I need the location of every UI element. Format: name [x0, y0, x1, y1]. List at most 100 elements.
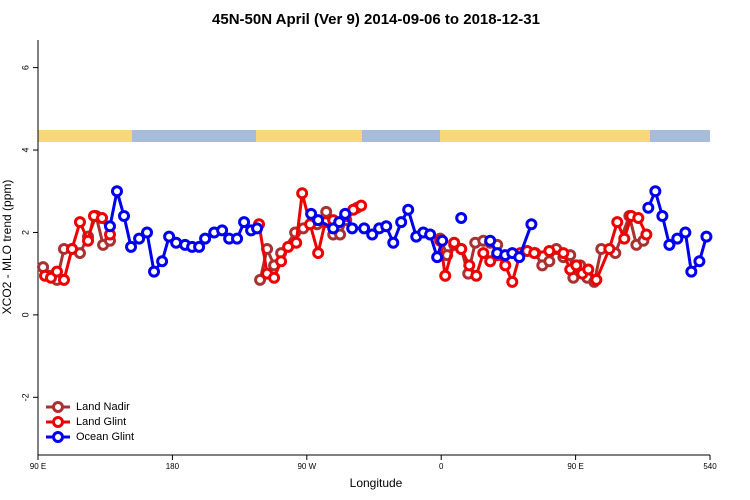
data-point	[50, 265, 63, 278]
data-point	[156, 255, 169, 268]
data-point	[216, 224, 229, 237]
legend-marker	[52, 416, 64, 428]
data-point	[96, 212, 109, 225]
y-tick-label: 6	[20, 65, 30, 70]
data-point	[424, 228, 437, 241]
data-point	[163, 230, 176, 243]
data-point	[642, 201, 655, 214]
data-point	[543, 245, 556, 258]
data-point	[73, 216, 86, 229]
y-axis-label: XCO2 - MLO trend (ppm)	[0, 180, 14, 315]
data-point	[251, 222, 264, 235]
data-point	[355, 199, 368, 212]
data-point	[110, 185, 123, 198]
legend-label: Ocean Glint	[76, 431, 134, 443]
data-point	[275, 255, 288, 268]
data-point	[148, 265, 161, 278]
data-point	[312, 214, 325, 227]
data-point	[380, 220, 393, 233]
legend: Land Nadir Land Glint Ocean Glint	[46, 401, 134, 443]
x-tick-label: 540	[703, 462, 717, 471]
data-point	[66, 242, 79, 255]
data-point	[334, 228, 347, 241]
data-point	[133, 232, 146, 245]
data-point	[346, 222, 359, 235]
data-point	[333, 216, 346, 229]
x-tick-label: 0	[439, 462, 444, 471]
data-point	[103, 220, 116, 233]
data-point	[402, 203, 415, 216]
data-point	[656, 209, 669, 222]
data-point	[387, 236, 400, 249]
x-axis-label: Longitude	[350, 476, 403, 490]
data-point	[141, 226, 154, 239]
data-point	[470, 269, 483, 282]
data-point	[125, 240, 138, 253]
data-point	[296, 187, 309, 200]
data-point	[118, 209, 131, 222]
chart-title: 45N-50N April (Ver 9) 2014-09-06 to 2018…	[212, 11, 540, 28]
data-point	[649, 185, 662, 198]
data-point	[57, 273, 70, 286]
land-ocean-strip	[38, 130, 710, 142]
series-line	[108, 186, 708, 276]
data-point	[484, 234, 497, 247]
x-tick-label: 90 E	[30, 462, 46, 471]
data-point	[640, 228, 653, 241]
data-point	[603, 242, 616, 255]
data-point	[663, 238, 676, 251]
data-point	[455, 212, 468, 225]
data-point	[395, 216, 408, 229]
land-band	[440, 130, 650, 142]
data-point	[448, 236, 461, 249]
data-point	[618, 232, 631, 245]
data-point	[463, 259, 476, 272]
data-point	[499, 259, 512, 272]
x-tick-label: 180	[166, 462, 180, 471]
data-point	[82, 234, 95, 247]
y-tick-label: 2	[20, 230, 30, 235]
data-point	[528, 247, 541, 260]
series	[39, 187, 653, 288]
legend-marker	[52, 431, 64, 443]
data-point	[679, 226, 692, 239]
land-band	[38, 130, 132, 142]
data-point	[455, 242, 468, 255]
x-tick-label: 90 E	[567, 462, 583, 471]
data-point	[193, 240, 206, 253]
data-point	[525, 218, 538, 231]
data-point	[557, 247, 570, 260]
data-point	[484, 255, 497, 268]
data-point	[582, 263, 595, 276]
y-tick-label: 4	[20, 148, 30, 153]
series	[103, 185, 713, 278]
data-point	[320, 205, 333, 218]
data-point	[700, 230, 713, 243]
data-point	[358, 222, 371, 235]
data-point	[685, 265, 698, 278]
data-point	[305, 207, 318, 220]
data-point	[439, 269, 452, 282]
data-point	[590, 273, 603, 286]
data-point	[611, 216, 624, 229]
land-band	[256, 130, 362, 142]
data-point	[543, 255, 556, 268]
data-point	[268, 271, 281, 284]
data-point	[254, 273, 267, 286]
x-tick-label: 90 W	[297, 462, 316, 471]
legend-label: Land Nadir	[76, 401, 130, 413]
data-point	[671, 232, 684, 245]
data-point	[436, 234, 449, 247]
data-point	[570, 259, 583, 272]
y-tick-label: -2	[20, 393, 30, 401]
data-point	[506, 275, 519, 288]
data-point	[290, 236, 303, 249]
data-point	[693, 255, 706, 268]
y-tick-label: 0	[20, 312, 30, 317]
data-point	[632, 212, 645, 225]
data-point	[431, 251, 444, 264]
data-point	[231, 232, 244, 245]
legend-marker	[52, 401, 64, 413]
data-point	[477, 247, 490, 260]
